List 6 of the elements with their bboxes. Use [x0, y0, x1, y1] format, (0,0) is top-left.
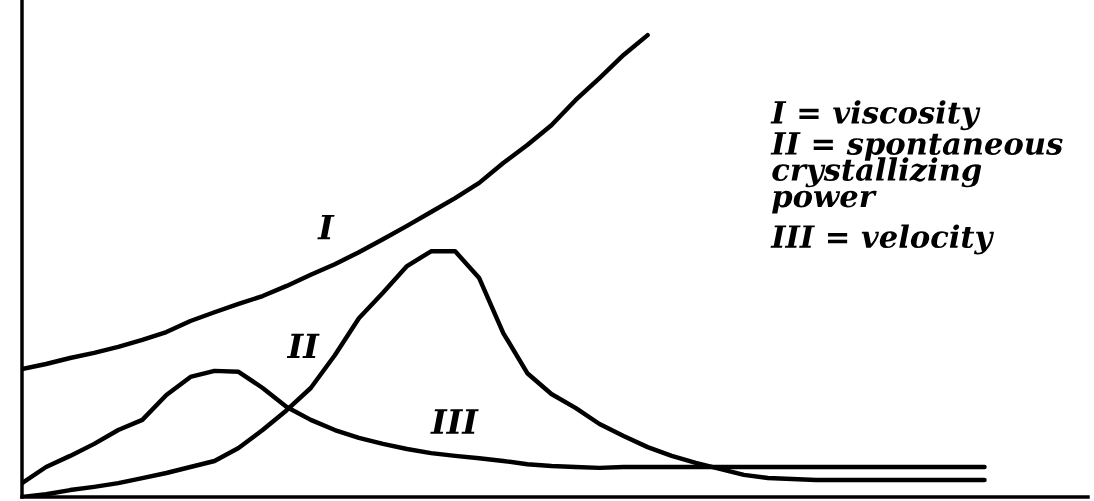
- annotation: III = velocity: [770, 224, 995, 255]
- series-label: I: [317, 214, 335, 240]
- annotation: II = spontaneous crystallizing power: [770, 132, 1063, 214]
- series-label: II: [286, 333, 320, 358]
- series-label: III: [430, 409, 479, 434]
- annotation: I = viscosity: [770, 100, 981, 131]
